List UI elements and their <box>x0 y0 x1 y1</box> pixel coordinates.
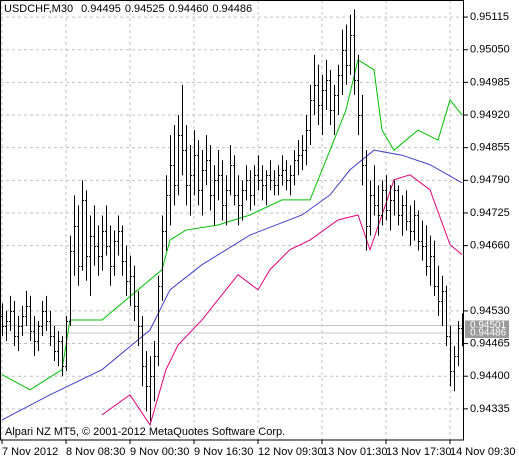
x-tick-label: 12 Nov 09:30 <box>258 446 323 458</box>
y-tick-label: 0.95115 <box>470 11 509 23</box>
header-close: 0.94486 <box>212 3 252 15</box>
y-tick-label: 0.94465 <box>470 337 510 349</box>
x-tick-label: 14 Nov 09:30 <box>450 446 515 458</box>
header-low: 0.94460 <box>169 3 209 15</box>
y-tick-label: 0.94920 <box>470 109 510 121</box>
x-tick-label: 8 Nov 08:30 <box>66 446 125 458</box>
y-tick-label: 0.94335 <box>470 403 510 415</box>
x-tick-label: 13 Nov 17:30 <box>386 446 451 458</box>
price-label-box <box>465 320 509 331</box>
x-tick-label: 9 Nov 16:30 <box>194 446 253 458</box>
y-tick-label: 0.94400 <box>470 370 510 382</box>
header-open: 0.94495 <box>81 3 121 15</box>
chart-header: USDCHF,M30 0.94495 0.94525 0.94460 0.94486 <box>4 3 252 15</box>
header-high: 0.94525 <box>125 3 165 15</box>
price-label-box <box>465 328 509 339</box>
y-tick-label: 0.94790 <box>470 174 510 186</box>
x-tick-label: 7 Nov 2012 <box>2 446 58 458</box>
indicator-line <box>1 149 463 421</box>
x-tick-label: 9 Nov 00:30 <box>130 446 189 458</box>
y-tick-label: 0.94725 <box>470 207 510 219</box>
y-tick-label: 0.94660 <box>470 240 510 252</box>
indicator-line <box>101 174 463 427</box>
plot-border <box>0 0 464 441</box>
plot-layer <box>0 0 464 440</box>
symbol: USDCHF,M30 <box>4 3 73 15</box>
price-label: 0.94501 <box>470 320 507 331</box>
y-tick-label: 0.94530 <box>470 305 510 317</box>
x-tick-label: 13 Nov 01:30 <box>322 446 387 458</box>
y-tick-label: 0.94855 <box>470 142 510 154</box>
indicator-line <box>1 58 463 391</box>
y-tick-label: 0.95050 <box>470 44 510 56</box>
footer: Alpari NZ MT5, © 2001-2012 MetaQuotes So… <box>5 426 285 438</box>
y-tick-label: 0.94985 <box>470 76 510 88</box>
price-label: 0.94486 <box>470 328 507 339</box>
